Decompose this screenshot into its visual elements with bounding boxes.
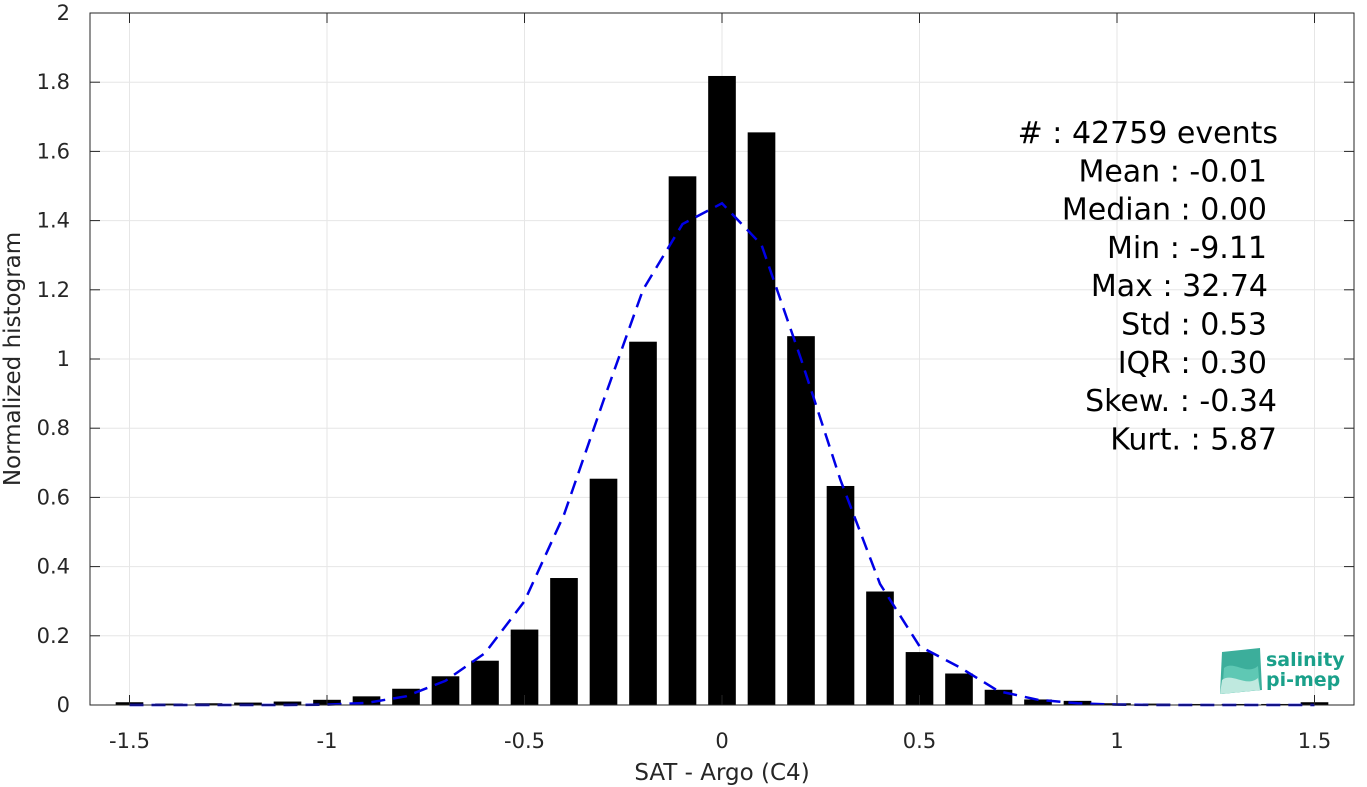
y-tick-label: 1 (57, 347, 70, 371)
histogram-bars (115, 75, 1329, 706)
y-tick-label: 1.8 (37, 70, 70, 94)
logo-wave-icon (1220, 648, 1262, 694)
x-tick-label: -1.5 (109, 729, 150, 753)
y-tick-label: 0.4 (37, 555, 70, 579)
y-tick-label: 1.6 (37, 139, 70, 163)
histogram-bar (787, 336, 815, 705)
y-tick-label: 0.8 (37, 416, 70, 440)
x-tick-label: 0 (715, 729, 728, 753)
y-tick-label: 0 (57, 693, 70, 717)
x-axis-label: SAT - Argo (C4) (634, 760, 809, 786)
histogram-bar (155, 703, 183, 705)
histogram-bar (510, 629, 539, 705)
stats-line: Kurt. : 5.87 (1110, 422, 1277, 457)
histogram-bar (747, 132, 776, 705)
y-tick-label: 1.2 (37, 278, 70, 302)
histogram-bar (826, 485, 855, 705)
histogram-bar (273, 701, 302, 705)
histogram-bar (589, 478, 618, 705)
stats-line: Min : -9.11 (1107, 231, 1267, 266)
histogram-bar (471, 660, 499, 705)
stats-line: Mean : -0.01 (1078, 154, 1267, 189)
histogram-bar (708, 75, 736, 706)
stats-line: # : 42759 events (1018, 116, 1278, 151)
stats-line: IQR : 0.30 (1118, 346, 1267, 381)
histogram-bar (945, 673, 973, 705)
histogram-bar (352, 696, 381, 705)
histogram-bar (1024, 699, 1052, 705)
x-tick-label: 1.5 (1298, 729, 1331, 753)
histogram-bar (866, 591, 894, 705)
salinity-pi-mep-logo: salinity pi-mep (1220, 648, 1345, 694)
y-tick-label: 0.2 (37, 624, 70, 648)
logo-text-salinity: salinity (1266, 649, 1345, 671)
y-axis-label: Normalized histogram (0, 232, 26, 486)
histogram-bar (668, 176, 697, 705)
x-tick-label: -1 (317, 729, 338, 753)
logo-text-pi-mep: pi-mep (1266, 669, 1340, 691)
x-tick-label: 0.5 (903, 729, 936, 753)
y-tick-label: 0.6 (37, 485, 70, 509)
stats-line: Max : 32.74 (1091, 269, 1268, 304)
y-axis-ticks: 0 0.2 0.4 0.6 0.8 1 1.2 1.4 1.6 1.8 2 (37, 1, 1354, 717)
y-tick-label: 1.4 (37, 209, 70, 233)
histogram-bar (550, 578, 578, 705)
histogram-bar (1182, 703, 1210, 705)
histogram-bar (629, 341, 657, 705)
stats-line: Median : 0.00 (1062, 193, 1267, 228)
stats-line: Skew. : -0.34 (1085, 384, 1277, 419)
x-tick-label: -0.5 (504, 729, 545, 753)
y-tick-label: 2 (57, 1, 70, 25)
x-axis-ticks: -1.5 -1 -0.5 0 0.5 1 1.5 (109, 13, 1331, 753)
x-tick-label: 1 (1110, 729, 1123, 753)
stats-line: Std : 0.53 (1121, 308, 1267, 343)
